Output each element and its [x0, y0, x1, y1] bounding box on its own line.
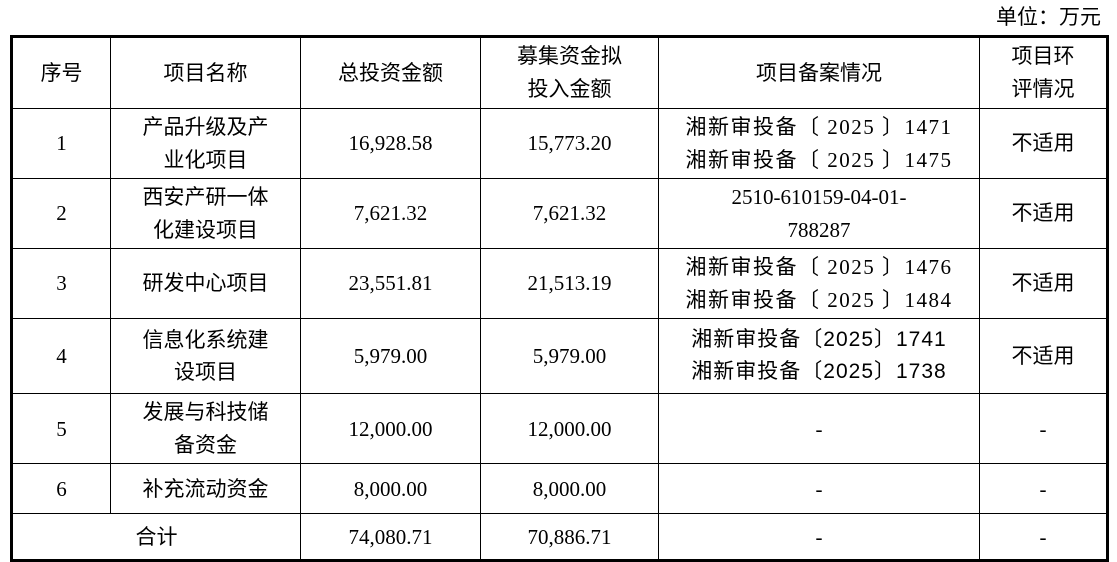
- fundraising-projects-table: 序号 项目名称 总投资金额 募集资金拟 投入金额 项目备案情况 项目环 评情况 …: [10, 35, 1109, 562]
- table-header-row: 序号 项目名称 总投资金额 募集资金拟 投入金额 项目备案情况 项目环 评情况: [11, 36, 1108, 109]
- raised-funds-cell: 21,513.19: [480, 248, 659, 320]
- table-row: 2 西安产研一体 化建设项目 7,621.32 7,621.32 2510-61…: [11, 178, 1108, 250]
- filing-status-cell: 湘新审投备〔 2025 〕1476 湘新审投备〔 2025 〕1484: [658, 248, 980, 320]
- total-investment-cell: 23,551.81: [300, 248, 481, 320]
- total-investment-cell: 16,928.58: [300, 107, 481, 180]
- total-label-cell: 合计: [11, 513, 301, 562]
- col-header-env-assessment: 项目环 评情况: [979, 36, 1108, 109]
- raised-funds-cell: 12,000.00: [480, 393, 659, 465]
- total-investment-sum-cell: 74,080.71: [300, 513, 481, 562]
- env-assessment-cell: 不适用: [979, 107, 1108, 180]
- project-name-cell: 研发中心项目: [110, 248, 301, 320]
- table-row: 3 研发中心项目 23,551.81 21,513.19 湘新审投备〔 2025…: [11, 248, 1108, 320]
- raised-funds-cell: 8,000.00: [480, 463, 659, 515]
- seq-cell: 4: [11, 318, 111, 395]
- col-header-project-name: 项目名称: [110, 36, 301, 109]
- raised-funds-cell: 7,621.32: [480, 178, 659, 250]
- unit-note: 单位：万元: [996, 5, 1101, 29]
- total-investment-cell: 5,979.00: [300, 318, 481, 395]
- seq-cell: 3: [11, 248, 111, 320]
- col-header-seq: 序号: [11, 36, 111, 109]
- table-row: 1 产品升级及产 业化项目 16,928.58 15,773.20 湘新审投备〔…: [11, 107, 1108, 180]
- env-assessment-cell: -: [979, 513, 1108, 562]
- project-name-cell: 发展与科技储 备资金: [110, 393, 301, 465]
- raised-funds-sum-cell: 70,886.71: [480, 513, 659, 562]
- filing-status-cell: -: [658, 393, 980, 465]
- total-row: 合计 74,080.71 70,886.71 - -: [11, 513, 1108, 562]
- env-assessment-cell: -: [979, 463, 1108, 515]
- project-name-cell: 产品升级及产 业化项目: [110, 107, 301, 180]
- table-row: 4 信息化系统建 设项目 5,979.00 5,979.00 湘新审投备〔202…: [11, 318, 1108, 395]
- raised-funds-cell: 15,773.20: [480, 107, 659, 180]
- table-row: 6 补充流动资金 8,000.00 8,000.00 - -: [11, 463, 1108, 515]
- col-header-total-investment: 总投资金额: [300, 36, 481, 109]
- col-header-raised-funds: 募集资金拟 投入金额: [480, 36, 659, 109]
- project-name-cell: 信息化系统建 设项目: [110, 318, 301, 395]
- filing-status-cell: -: [658, 463, 980, 515]
- table-row: 5 发展与科技储 备资金 12,000.00 12,000.00 - -: [11, 393, 1108, 465]
- seq-cell: 5: [11, 393, 111, 465]
- env-assessment-cell: -: [979, 393, 1108, 465]
- env-assessment-cell: 不适用: [979, 318, 1108, 395]
- filing-status-cell: 湘新审投备〔2025〕1741 湘新审投备〔2025〕1738: [658, 318, 980, 395]
- env-assessment-cell: 不适用: [979, 178, 1108, 250]
- env-assessment-cell: 不适用: [979, 248, 1108, 320]
- seq-cell: 2: [11, 178, 111, 250]
- filing-status-cell: 湘新审投备〔 2025 〕1471 湘新审投备〔 2025 〕1475: [658, 107, 980, 180]
- seq-cell: 1: [11, 107, 111, 180]
- total-investment-cell: 12,000.00: [300, 393, 481, 465]
- total-investment-cell: 7,621.32: [300, 178, 481, 250]
- seq-cell: 6: [11, 463, 111, 515]
- project-name-cell: 西安产研一体 化建设项目: [110, 178, 301, 250]
- filing-status-cell: -: [658, 513, 980, 562]
- col-header-filing-status: 项目备案情况: [658, 36, 980, 109]
- total-investment-cell: 8,000.00: [300, 463, 481, 515]
- raised-funds-cell: 5,979.00: [480, 318, 659, 395]
- project-name-cell: 补充流动资金: [110, 463, 301, 515]
- filing-status-cell: 2510-610159-04-01- 788287: [658, 178, 980, 250]
